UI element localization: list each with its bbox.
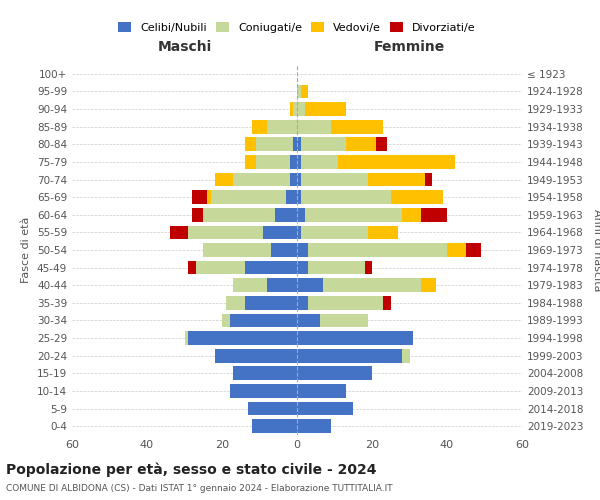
Bar	[301, 190, 391, 204]
Text: COMUNE DI ALBIDONA (CS) - Dati ISTAT 1° gennaio 2024 - Elaborazione TUTTITALIA.I: COMUNE DI ALBIDONA (CS) - Dati ISTAT 1° …	[6, 484, 392, 493]
Y-axis label: Fasce di età: Fasce di età	[22, 217, 31, 283]
Bar	[192, 190, 207, 204]
Bar	[301, 226, 368, 239]
Bar	[226, 296, 245, 310]
Bar	[402, 208, 421, 222]
Bar	[391, 190, 443, 204]
Bar	[323, 278, 421, 292]
Bar	[338, 155, 455, 169]
Bar	[466, 243, 481, 257]
Bar	[421, 278, 436, 292]
Bar	[275, 208, 297, 222]
Bar	[301, 155, 338, 169]
Bar	[301, 172, 368, 186]
Bar	[245, 296, 297, 310]
Bar	[215, 349, 297, 362]
Bar	[297, 260, 308, 274]
Bar	[297, 420, 331, 433]
Text: Maschi: Maschi	[157, 40, 212, 54]
Bar	[308, 296, 383, 310]
Bar	[245, 260, 297, 274]
Text: Femmine: Femmine	[374, 40, 445, 54]
Bar	[256, 155, 290, 169]
Bar	[293, 102, 297, 116]
Bar	[297, 402, 353, 415]
Bar	[271, 243, 297, 257]
Bar	[233, 278, 267, 292]
Bar	[229, 314, 297, 328]
Bar	[248, 402, 297, 415]
Bar	[368, 226, 398, 239]
Bar	[308, 243, 447, 257]
Bar	[290, 102, 293, 116]
Bar	[297, 296, 308, 310]
Bar	[211, 190, 286, 204]
Bar	[170, 226, 188, 239]
Bar	[425, 172, 432, 186]
Bar	[293, 138, 297, 151]
Bar	[297, 138, 301, 151]
Bar	[297, 190, 301, 204]
Bar	[267, 278, 297, 292]
Text: Popolazione per età, sesso e stato civile - 2024: Popolazione per età, sesso e stato civil…	[6, 462, 377, 477]
Bar	[297, 314, 320, 328]
Bar	[297, 226, 301, 239]
Y-axis label: Anni di nascita: Anni di nascita	[592, 209, 600, 291]
Bar	[376, 138, 387, 151]
Bar	[185, 331, 188, 345]
Bar	[215, 172, 233, 186]
Bar	[233, 172, 290, 186]
Bar	[245, 138, 256, 151]
Bar	[365, 260, 372, 274]
Bar	[297, 349, 402, 362]
Bar	[252, 420, 297, 433]
Bar	[290, 172, 297, 186]
Bar	[222, 314, 229, 328]
Bar	[297, 208, 305, 222]
Bar	[297, 243, 308, 257]
Bar	[263, 226, 297, 239]
Bar	[447, 243, 466, 257]
Bar	[286, 190, 297, 204]
Bar	[267, 120, 297, 134]
Bar	[252, 120, 267, 134]
Bar	[188, 331, 297, 345]
Bar	[188, 226, 263, 239]
Bar	[320, 314, 368, 328]
Bar	[229, 384, 297, 398]
Bar	[203, 208, 275, 222]
Bar	[245, 155, 256, 169]
Bar	[383, 296, 391, 310]
Bar	[233, 366, 297, 380]
Bar	[297, 384, 346, 398]
Bar	[308, 260, 365, 274]
Bar	[297, 278, 323, 292]
Bar	[402, 349, 409, 362]
Bar	[297, 84, 301, 98]
Bar	[297, 155, 301, 169]
Bar	[346, 138, 376, 151]
Bar	[297, 102, 305, 116]
Bar	[297, 172, 301, 186]
Bar	[297, 366, 372, 380]
Bar	[305, 102, 346, 116]
Bar	[203, 243, 271, 257]
Bar	[297, 331, 413, 345]
Bar	[305, 208, 402, 222]
Bar	[256, 138, 293, 151]
Bar	[297, 120, 331, 134]
Bar	[207, 190, 211, 204]
Bar	[331, 120, 383, 134]
Bar	[368, 172, 425, 186]
Bar	[192, 208, 203, 222]
Bar	[421, 208, 447, 222]
Bar	[301, 84, 308, 98]
Bar	[301, 138, 346, 151]
Bar	[188, 260, 196, 274]
Bar	[196, 260, 245, 274]
Legend: Celibi/Nubili, Coniugati/e, Vedovi/e, Divorziati/e: Celibi/Nubili, Coniugati/e, Vedovi/e, Di…	[115, 19, 479, 36]
Bar	[290, 155, 297, 169]
